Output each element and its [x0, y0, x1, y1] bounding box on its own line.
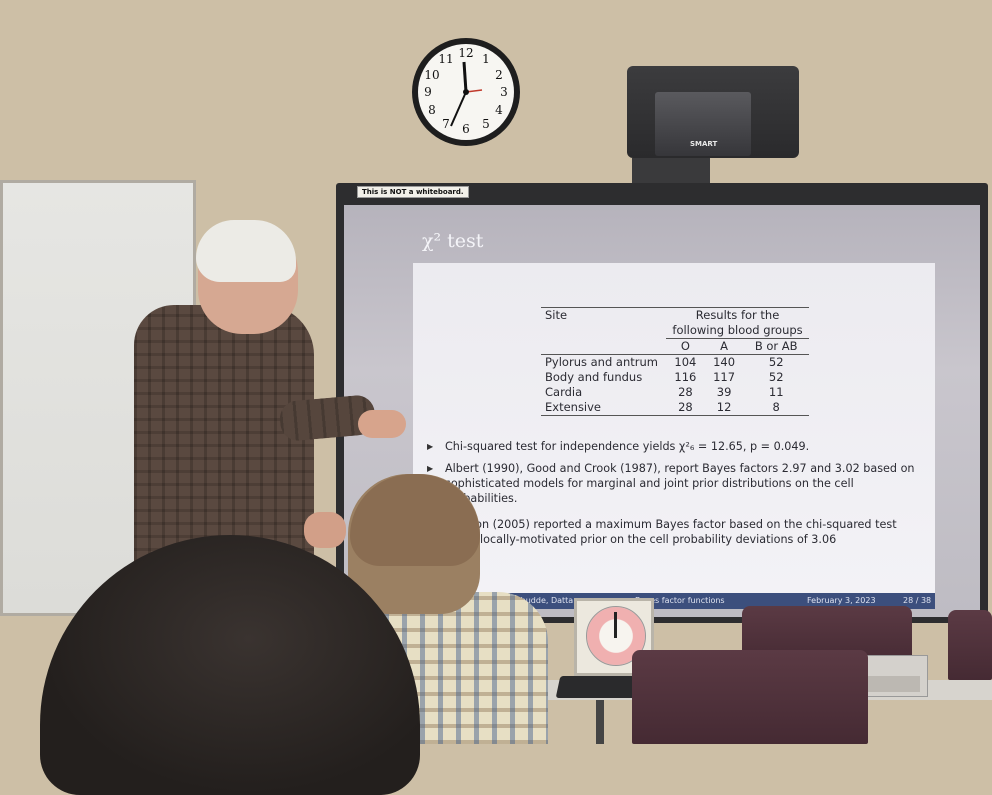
table-header-group: following blood groups [672, 323, 803, 337]
slide-bullet: Johnson (2005) reported a maximum Bayes … [427, 517, 915, 547]
slide-content: Site Results for the following blood gro… [413, 263, 935, 593]
table-header-a: A [704, 338, 744, 355]
footer-page: 28 / 38 [903, 596, 932, 605]
table-cell: 52 [768, 370, 784, 384]
clock-hands-icon [450, 61, 483, 127]
footer-talk-title: Bayes factor functions [635, 596, 725, 605]
slide-bullet: Chi-squared test for independence yields… [427, 439, 915, 454]
presenter-hair [196, 220, 296, 282]
table-cell: 12 [704, 400, 744, 416]
slide-bullet: Albert (1990), Good and Crook (1987), re… [427, 461, 915, 506]
projector-logo: SMART [690, 140, 718, 148]
classroom-photo: 12 1 2 3 4 5 6 7 8 9 10 11 SMART This is… [0, 0, 992, 744]
clock-numeral: 10 [424, 68, 440, 82]
clock-numeral: 6 [462, 122, 470, 136]
clock-numeral: 11 [438, 52, 454, 66]
table-cell: 52 [768, 355, 784, 369]
clock-numeral: 8 [428, 103, 436, 117]
sticker-label: This is NOT a whiteboard. [357, 186, 469, 198]
table-cell: 104 [674, 355, 697, 369]
table-cell: Extensive [541, 400, 667, 416]
projector-front [655, 92, 751, 156]
table-header-group: Results for the [666, 307, 809, 323]
table-row: Pylorus and antrum 104 140 52 [541, 355, 809, 371]
table-header-b-ab: B or AB [743, 338, 809, 355]
table-cell: 11 [768, 385, 784, 399]
presenter-hand [358, 410, 406, 438]
table-row: Extensive 28 12 8 [541, 400, 809, 416]
clock-numeral: 4 [495, 103, 503, 117]
student-hair [350, 474, 480, 566]
device-panel [852, 676, 920, 692]
clock-numeral: 12 [458, 46, 474, 60]
footer-date: February 3, 2023 [807, 596, 876, 605]
chair [948, 610, 992, 680]
clock-numeral: 9 [424, 85, 432, 99]
presenter-hand [304, 512, 346, 548]
table-cell: 28 [666, 400, 705, 416]
clock-numeral: 7 [442, 117, 450, 131]
table-cell: 116 [674, 370, 697, 384]
timer-hand [614, 612, 617, 638]
clock-numeral: 3 [500, 85, 508, 99]
table-cell: 140 [713, 355, 736, 369]
table-header-site: Site [541, 307, 667, 323]
clock-numeral: 2 [495, 68, 503, 82]
table-cell: 8 [743, 400, 809, 416]
table-cell: Body and fundus [545, 370, 643, 384]
keyboard [555, 676, 643, 698]
projector-arm [632, 158, 710, 186]
desk-leg [596, 700, 604, 744]
table-cell: 39 [716, 385, 732, 399]
table-cell: Pylorus and antrum [545, 355, 658, 369]
clock-numeral: 1 [482, 52, 490, 66]
table-cell: 117 [713, 370, 736, 384]
table-cell: 28 [678, 385, 693, 399]
table-header-o: O [666, 338, 705, 355]
clock-numeral: 5 [482, 117, 490, 131]
chair [632, 650, 868, 744]
blood-group-table: Site Results for the following blood gro… [541, 307, 809, 416]
table-cell: Cardia [545, 385, 583, 399]
slide-title: χ² test [422, 230, 484, 252]
clock-face: 12 1 2 3 4 5 6 7 8 9 10 11 [418, 44, 514, 140]
table-row: Body and fundus 116 117 52 [541, 370, 809, 385]
table-row: Cardia 28 39 11 [541, 385, 809, 400]
